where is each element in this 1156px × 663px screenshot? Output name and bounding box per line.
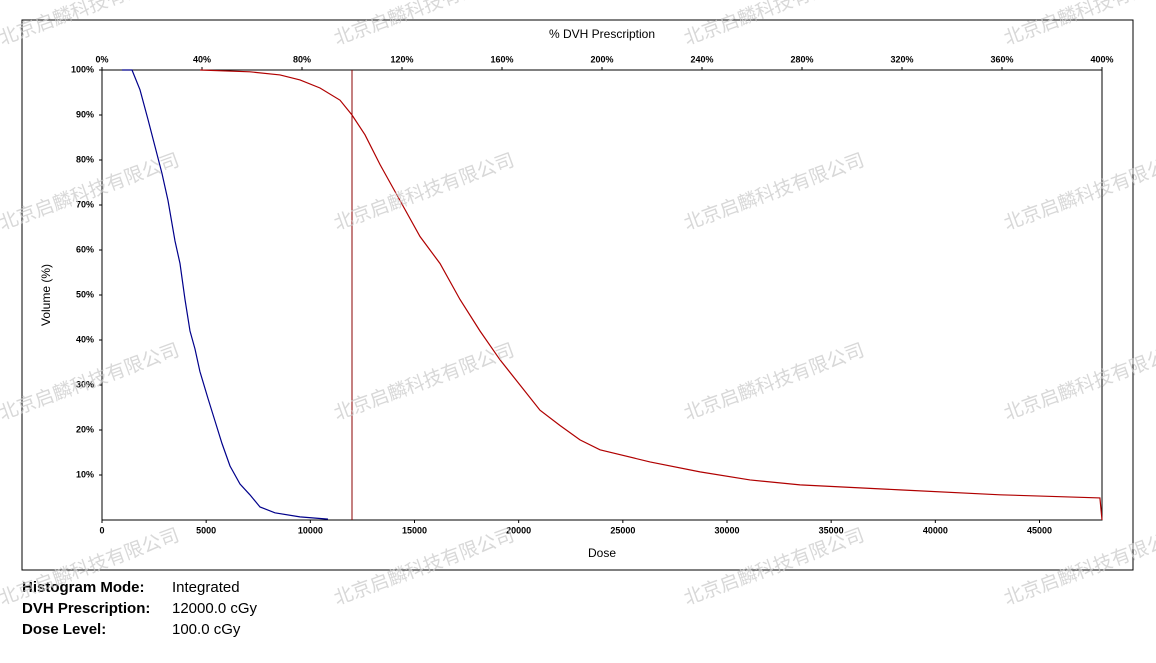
x-tick-label: 0 <box>99 525 104 535</box>
x-tick-label: 10000 <box>298 525 323 535</box>
series-line <box>199 69 1103 521</box>
x2-tick-label: 160% <box>490 54 513 64</box>
x-tick-label: 5000 <box>196 525 216 535</box>
info-value: Integrated <box>172 579 240 596</box>
info-row: Histogram Mode: Integrated <box>22 577 257 598</box>
info-value: 12000.0 cGy <box>172 600 258 617</box>
x2-tick-label: 40% <box>193 54 211 64</box>
x2-tick-label: 280% <box>790 54 813 64</box>
x2-tick-label: 0% <box>95 54 108 64</box>
x-tick-label: 35000 <box>819 525 844 535</box>
y-tick-label: 80% <box>76 154 94 164</box>
x2-axis-title: % DVH Prescription <box>549 27 655 41</box>
x2-tick-label: 240% <box>690 54 713 64</box>
info-value: 100.0 cGy <box>172 621 241 638</box>
chart-frame <box>21 19 1134 571</box>
y-tick-label: 70% <box>76 199 94 209</box>
info-label: Dose Level: <box>22 621 107 638</box>
x-tick-label: 40000 <box>923 525 948 535</box>
x2-tick-label: 120% <box>390 54 413 64</box>
x-tick-label: 30000 <box>714 525 739 535</box>
x-tick-label: 15000 <box>402 525 427 535</box>
x2-tick-label: 360% <box>990 54 1013 64</box>
info-row: Dose Level: 100.0 cGy <box>22 619 257 640</box>
plot-frame <box>101 69 1103 521</box>
y-tick-label: 10% <box>76 469 94 479</box>
y-tick-label: 90% <box>76 109 94 119</box>
y-tick-label: 60% <box>76 244 94 254</box>
info-row: DVH Prescription: 12000.0 cGy <box>22 598 257 619</box>
y-axis-title: Volume (%) <box>39 264 53 326</box>
y-tick-label: 40% <box>76 334 94 344</box>
info-label: DVH Prescription: <box>22 600 151 617</box>
series-line <box>122 69 329 520</box>
x2-tick-label: 400% <box>1090 54 1113 64</box>
y-tick-label: 100% <box>71 64 94 74</box>
x-axis-title: Dose <box>588 546 616 560</box>
x2-tick-label: 320% <box>890 54 913 64</box>
x2-tick-label: 200% <box>590 54 613 64</box>
x2-tick-label: 80% <box>293 54 311 64</box>
info-panel: Histogram Mode: Integrated DVH Prescriptio… <box>22 577 257 640</box>
y-tick-label: 50% <box>76 289 94 299</box>
y-tick-label: 30% <box>76 379 94 389</box>
x-tick-label: 45000 <box>1027 525 1052 535</box>
info-label: Histogram Mode: <box>22 579 145 596</box>
y-tick-label: 20% <box>76 424 94 434</box>
x-tick-label: 20000 <box>506 525 531 535</box>
x-tick-label: 25000 <box>610 525 635 535</box>
